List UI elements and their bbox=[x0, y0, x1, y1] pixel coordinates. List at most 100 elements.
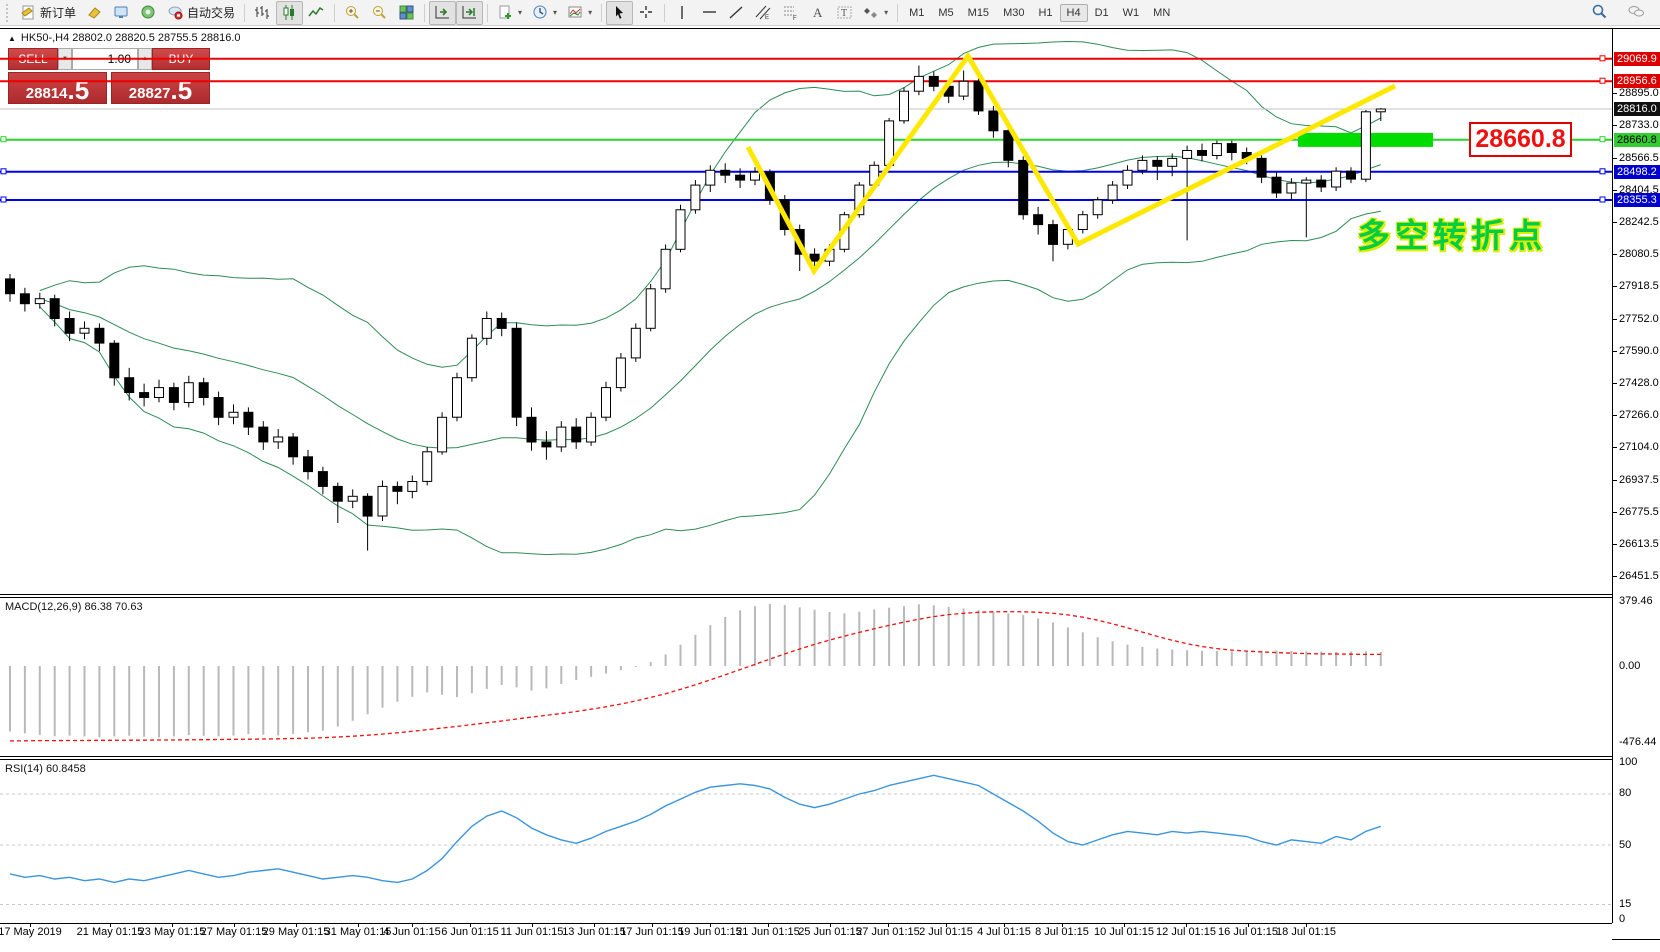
auto-trading-button[interactable]: 自动交易 bbox=[162, 1, 240, 25]
search-button[interactable] bbox=[1586, 1, 1613, 25]
text-icon: A bbox=[809, 4, 826, 21]
periods-button[interactable]: ▾ bbox=[527, 1, 562, 25]
vertical-line-button[interactable] bbox=[669, 1, 696, 25]
candle-chart-icon bbox=[281, 4, 298, 21]
price-tick-label: 27918.5 bbox=[1619, 280, 1659, 292]
toolbar-separator bbox=[244, 3, 246, 22]
date-tick-mark bbox=[594, 923, 595, 927]
market-watch-button[interactable] bbox=[108, 1, 135, 25]
collapse-panel-icon[interactable]: ▲ bbox=[8, 33, 16, 43]
pane-separator[interactable] bbox=[0, 756, 1612, 760]
dropdown-caret-icon: ▾ bbox=[518, 8, 523, 17]
zoom-in-button[interactable] bbox=[339, 1, 366, 25]
rsi-axis-label: 15 bbox=[1619, 898, 1632, 910]
tile-windows-button[interactable] bbox=[393, 1, 420, 25]
price-tick-mark bbox=[1613, 222, 1617, 223]
price-axis[interactable]: 28895.0 28733.0 28566.5 28404.5 28242.5 28080… bbox=[1612, 29, 1660, 925]
text-button[interactable]: A bbox=[804, 1, 831, 25]
candle-chart-button[interactable] bbox=[276, 0, 304, 25]
price-line-badge: 29069.9 bbox=[1614, 52, 1660, 66]
tf-M1-button[interactable]: M1 bbox=[909, 6, 925, 19]
crosshair-button[interactable] bbox=[633, 1, 660, 25]
vertical-line-icon bbox=[674, 4, 691, 21]
fibonacci-button[interactable]: F bbox=[777, 1, 804, 25]
price-tick-mark bbox=[1613, 319, 1617, 320]
auto-trading-label: 自动交易 bbox=[187, 6, 236, 20]
arrows-button[interactable]: ▾ bbox=[858, 1, 893, 25]
buy-price-display[interactable]: 28827 .5 bbox=[111, 72, 210, 104]
rsi-label: RSI(14) 60.8458 bbox=[5, 763, 86, 775]
cursor-icon bbox=[611, 4, 628, 21]
symbol-header: ▲ HK50-,H4 28802.0 28820.5 28755.5 28816… bbox=[8, 32, 241, 44]
date-tick-mark bbox=[1124, 923, 1125, 927]
auto-scroll-button[interactable] bbox=[429, 0, 457, 25]
tf-H4-button[interactable]: H4 bbox=[1059, 3, 1088, 22]
zoom-out-icon bbox=[371, 4, 388, 21]
pivot-point-annotation[interactable]: 多空转折点 bbox=[1357, 217, 1547, 254]
eraser-icon bbox=[86, 4, 103, 21]
date-axis[interactable]: 17 May 2019 21 May 01:15 23 May 01:15 27 Ma… bbox=[0, 923, 1612, 941]
cursor-button[interactable] bbox=[606, 0, 634, 25]
price-tick-label: 27266.0 bbox=[1619, 409, 1659, 421]
auto-trading-icon bbox=[167, 4, 184, 21]
date-tick-mark bbox=[470, 923, 471, 927]
tf-W1-button[interactable]: W1 bbox=[1122, 6, 1140, 19]
price-tick-mark bbox=[1613, 415, 1617, 416]
price-tick-label: 28733.0 bbox=[1619, 119, 1659, 131]
templates-button[interactable]: ▾ bbox=[562, 1, 597, 25]
toolbar-grip bbox=[6, 3, 13, 22]
price-tick-label: 27590.0 bbox=[1619, 345, 1659, 357]
rsi-pane-canvas[interactable] bbox=[0, 759, 1612, 923]
svg-text:F: F bbox=[793, 16, 797, 21]
templates-icon bbox=[567, 4, 584, 21]
date-tick-mark bbox=[1306, 923, 1307, 927]
tf-H1-button[interactable]: H1 bbox=[1038, 6, 1053, 19]
price-tick-mark bbox=[1613, 286, 1617, 287]
tf-D1-button[interactable]: D1 bbox=[1094, 6, 1109, 19]
line-chart-button[interactable] bbox=[303, 1, 330, 25]
eraser-button[interactable] bbox=[81, 1, 108, 25]
tf-MN-button[interactable]: MN bbox=[1153, 6, 1171, 19]
indicators-icon bbox=[497, 4, 514, 21]
new-order-button[interactable]: 新订单 bbox=[15, 1, 81, 25]
chart-shift-button[interactable] bbox=[456, 0, 484, 25]
indicators-button[interactable]: ▾ bbox=[492, 1, 527, 25]
level-price-box[interactable]: 28660.8 bbox=[1469, 122, 1572, 157]
fibonacci-icon: F bbox=[782, 4, 799, 21]
pane-separator[interactable] bbox=[0, 594, 1612, 598]
text-label-icon: T bbox=[836, 4, 853, 21]
tf-M5-button[interactable]: M5 bbox=[938, 6, 954, 19]
dropdown-caret-icon: ▾ bbox=[884, 8, 889, 17]
zoom-out-button[interactable] bbox=[366, 1, 393, 25]
date-tick-label: 21 Jun 01:15 bbox=[736, 926, 800, 938]
tf-M15-button[interactable]: M15 bbox=[967, 6, 990, 19]
trendline-icon bbox=[728, 4, 745, 21]
date-tick-label: 29 May 01:15 bbox=[262, 926, 330, 938]
date-tick-label: 4 Jul 01:15 bbox=[977, 926, 1031, 938]
horizontal-line-button[interactable] bbox=[696, 1, 723, 25]
buy-price-sub: .5 bbox=[170, 75, 193, 105]
zoom-in-icon bbox=[344, 4, 361, 21]
rsi-axis-label: 0 bbox=[1619, 913, 1626, 925]
bar-chart-button[interactable] bbox=[249, 1, 276, 25]
price-tick-label: 27752.0 bbox=[1619, 313, 1659, 325]
arrows-icon bbox=[863, 4, 880, 21]
price-tick-label: 26451.5 bbox=[1619, 570, 1659, 582]
tf-M30-button[interactable]: M30 bbox=[1003, 6, 1025, 19]
price-tick-mark bbox=[1613, 480, 1617, 481]
equidistant-channel-icon: E bbox=[755, 4, 772, 21]
date-tick-label: 6 Jun 01:15 bbox=[441, 926, 499, 938]
macd-pane-canvas[interactable] bbox=[0, 597, 1612, 757]
trendline-button[interactable] bbox=[723, 1, 750, 25]
date-tick-mark bbox=[296, 923, 297, 927]
text-label-button[interactable]: T bbox=[831, 1, 858, 25]
chat-button[interactable] bbox=[1623, 1, 1650, 25]
equidistant-channel-button[interactable]: E bbox=[750, 1, 777, 25]
sell-price-display[interactable]: 28814 .5 bbox=[8, 72, 107, 104]
date-tick-label: 12 Jul 01:15 bbox=[1156, 926, 1216, 938]
price-chart-canvas[interactable] bbox=[0, 37, 1612, 594]
crosshair-icon bbox=[638, 4, 655, 21]
signals-button[interactable] bbox=[135, 1, 162, 25]
auto-scroll-icon bbox=[434, 4, 451, 21]
price-tick-mark bbox=[1613, 190, 1617, 191]
